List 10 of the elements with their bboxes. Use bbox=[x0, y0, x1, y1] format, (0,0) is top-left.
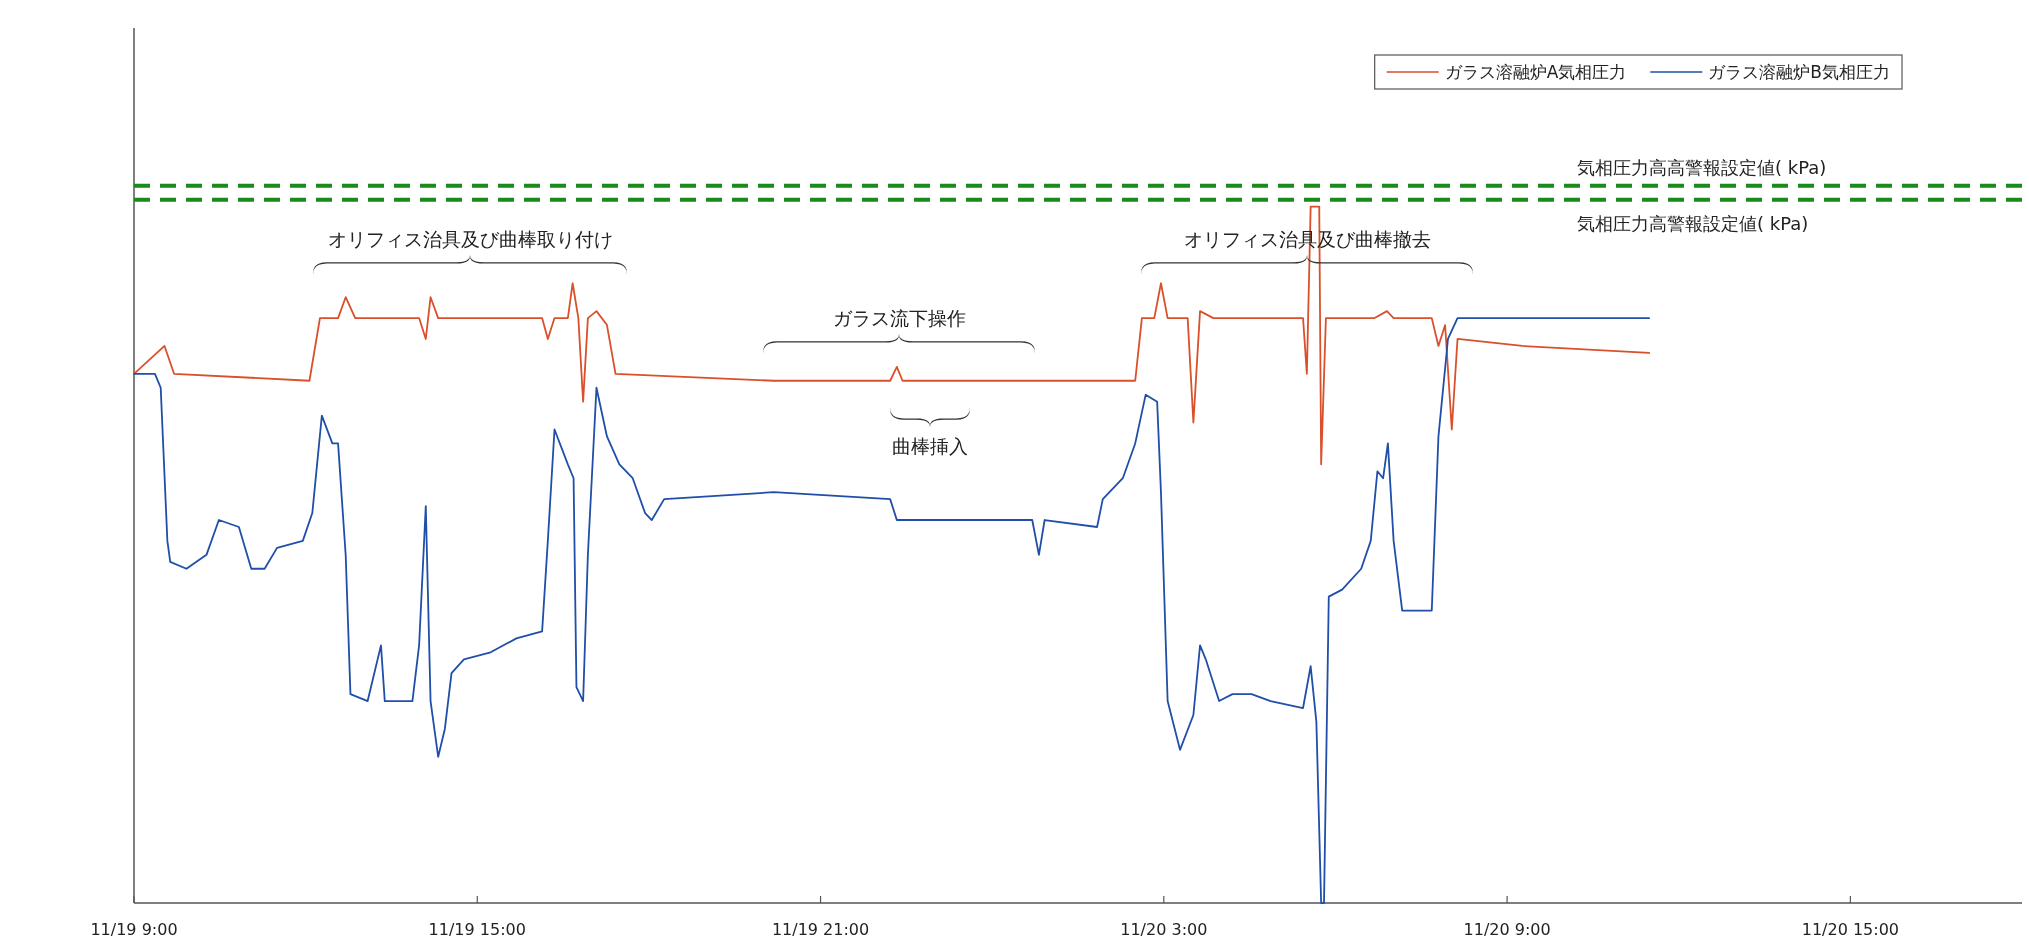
legend-label: ガラス溶融炉B気相圧力 bbox=[1708, 62, 1890, 82]
ref-line-label: 気相圧力高警報設定値( kPa) bbox=[1577, 212, 1809, 234]
legend-label: ガラス溶融炉A気相圧力 bbox=[1444, 62, 1627, 82]
ref-line-label: 気相圧力高高警報設定値( kPa) bbox=[1577, 156, 1827, 178]
x-tick-label: 11/19 21:00 bbox=[771, 920, 870, 939]
x-tick-label: 11/19 15:00 bbox=[428, 920, 526, 939]
x-tick-label: 11/20 15:00 bbox=[1801, 920, 1900, 939]
x-tick-label: 11/19 9:00 bbox=[90, 920, 178, 939]
x-tick-label: 11/20 9:00 bbox=[1463, 920, 1551, 939]
x-tick-label: 11/20 3:00 bbox=[1120, 920, 1208, 939]
